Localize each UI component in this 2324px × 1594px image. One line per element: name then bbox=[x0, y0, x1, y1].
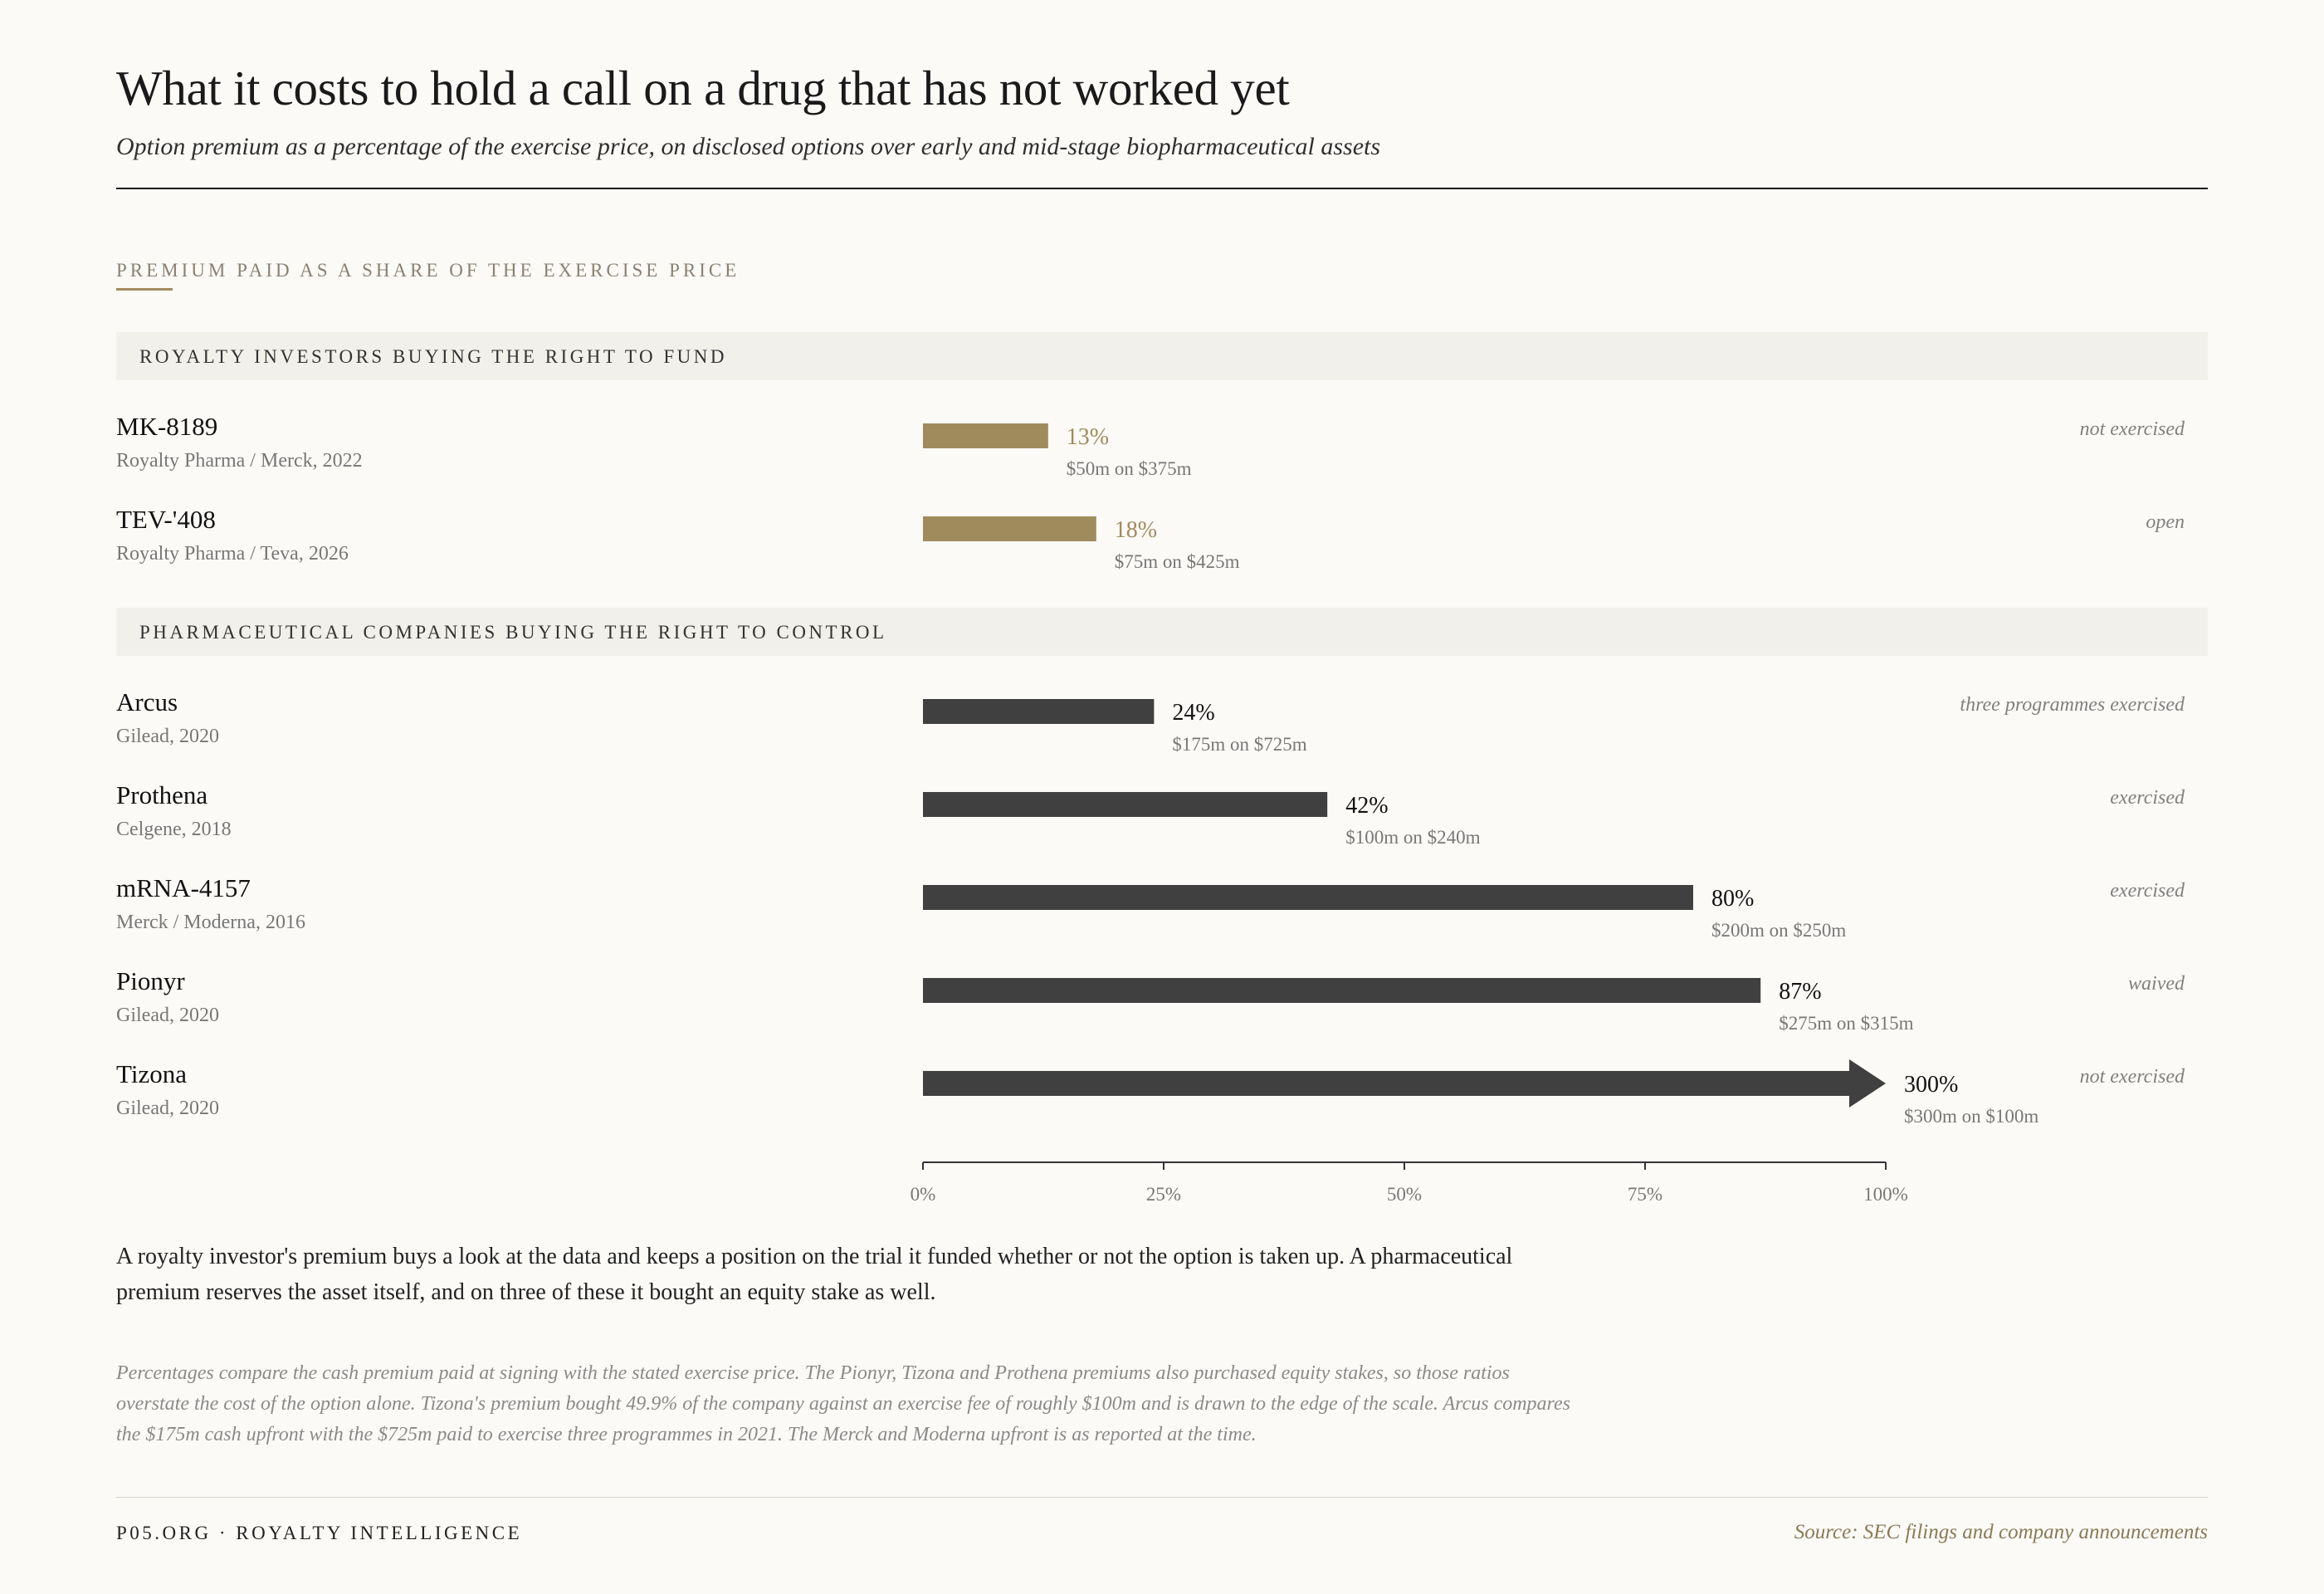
row-status: exercised bbox=[2110, 880, 2185, 902]
page-subtitle: Option premium as a percentage of the ex… bbox=[116, 133, 1381, 160]
value-label: 87% bbox=[1779, 979, 1821, 1005]
row-meta: Gilead, 2020 bbox=[116, 1005, 219, 1026]
x-tick-label: 50% bbox=[1387, 1184, 1422, 1205]
bar-prothena bbox=[923, 792, 1328, 817]
footer-source: Source: SEC filings and company announce… bbox=[1794, 1521, 2208, 1543]
value-label: 80% bbox=[1711, 886, 1754, 912]
footer-rule bbox=[116, 1497, 2208, 1498]
row-name: mRNA-4157 bbox=[116, 873, 251, 902]
value-detail: $275m on $315m bbox=[1779, 1013, 1913, 1034]
bar-mrna-4157 bbox=[923, 885, 1693, 910]
row-status: not exercised bbox=[2079, 418, 2185, 440]
value-label: 13% bbox=[1067, 424, 1109, 450]
title-rule bbox=[116, 188, 2208, 189]
value-detail: $175m on $725m bbox=[1172, 734, 1306, 755]
row-name: MK-8189 bbox=[116, 412, 218, 441]
row-status: three programmes exercised bbox=[1960, 694, 2185, 716]
footer-brand: P05.ORG · ROYALTY INTELLIGENCE bbox=[116, 1523, 523, 1543]
value-label: 18% bbox=[1115, 517, 1157, 543]
row-meta: Royalty Pharma / Teva, 2026 bbox=[116, 543, 349, 565]
row-meta: Gilead, 2020 bbox=[116, 1098, 219, 1119]
bar-pionyr bbox=[923, 978, 1761, 1003]
row-name: Arcus bbox=[116, 687, 178, 716]
row-name: Tizona bbox=[116, 1059, 187, 1088]
body-note: A royalty investor's premium buys a look… bbox=[116, 1244, 1513, 1305]
value-detail: $50m on $375m bbox=[1067, 458, 1192, 479]
bar-tev-408 bbox=[923, 516, 1096, 541]
row-meta: Gilead, 2020 bbox=[116, 726, 219, 747]
row-status: not exercised bbox=[2079, 1066, 2185, 1088]
value-detail: $300m on $100m bbox=[1904, 1106, 2038, 1127]
page-title: What it costs to hold a call on a drug t… bbox=[116, 61, 1290, 115]
row-name: Pionyr bbox=[116, 966, 185, 995]
bar-mk-8189 bbox=[923, 423, 1048, 448]
value-detail: $100m on $240m bbox=[1345, 827, 1480, 848]
x-tick-label: 100% bbox=[1863, 1184, 1908, 1205]
kicker-accent-line bbox=[116, 288, 173, 291]
row-meta: Royalty Pharma / Merck, 2022 bbox=[116, 450, 363, 472]
x-tick-label: 75% bbox=[1628, 1184, 1662, 1205]
row-meta: Merck / Moderna, 2016 bbox=[116, 912, 305, 933]
group-label: PHARMACEUTICAL COMPANIES BUYING THE RIGH… bbox=[139, 622, 887, 643]
bar-chart: 13% $50m on $375m 18% $75m on $425m 24% $175m… bbox=[911, 423, 2038, 1205]
row-meta: Celgene, 2018 bbox=[116, 819, 232, 840]
bar-arcus bbox=[923, 699, 1155, 724]
x-tick-label: 25% bbox=[1146, 1184, 1181, 1205]
row-name: Prothena bbox=[116, 780, 208, 809]
bar-tizona bbox=[923, 1059, 1886, 1107]
value-label: 42% bbox=[1345, 793, 1388, 819]
x-tick-label: 0% bbox=[911, 1184, 936, 1205]
value-label: 24% bbox=[1172, 700, 1214, 726]
chart-kicker: PREMIUM PAID AS A SHARE OF THE EXERCISE … bbox=[116, 260, 740, 281]
row-name: TEV-'408 bbox=[116, 505, 216, 534]
group-band: PHARMACEUTICAL COMPANIES BUYING THE RIGH… bbox=[116, 608, 2208, 656]
row-status: waived bbox=[2128, 973, 2185, 995]
footnote: Percentages compare the cash premium pai… bbox=[116, 1362, 1570, 1445]
value-detail: $75m on $425m bbox=[1115, 551, 1240, 572]
value-detail: $200m on $250m bbox=[1711, 920, 1846, 941]
value-label: 300% bbox=[1904, 1072, 1958, 1098]
page: What it costs to hold a call on a drug t… bbox=[116, 0, 2208, 1594]
row-status: open bbox=[2146, 511, 2185, 533]
row-status: exercised bbox=[2110, 787, 2185, 809]
group-label: ROYALTY INVESTORS BUYING THE RIGHT TO FU… bbox=[139, 346, 727, 367]
group-band: ROYALTY INVESTORS BUYING THE RIGHT TO FU… bbox=[116, 332, 2208, 380]
